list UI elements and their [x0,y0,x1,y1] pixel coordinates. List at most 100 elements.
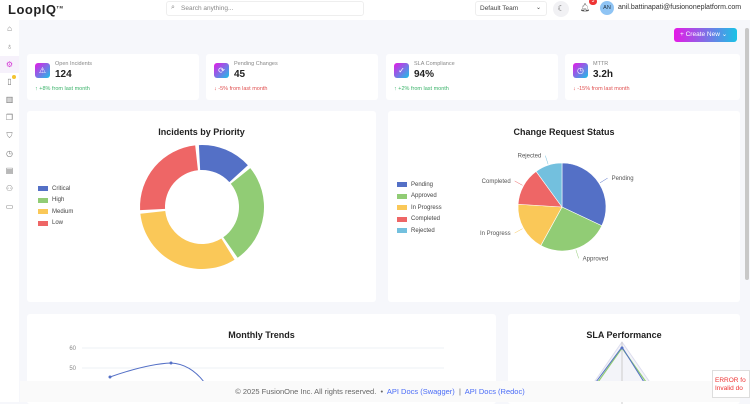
clock-icon[interactable]: ◷ [6,148,13,158]
legend-label: In Progress [411,204,442,211]
legend-item[interactable]: Pending [397,179,442,191]
search-placeholder: Search anything... [181,5,234,12]
home-icon[interactable]: ⌂ [7,24,12,33]
avatar[interactable]: AN [600,1,614,15]
footer: © 2025 FusionOne Inc. All rights reserve… [20,381,740,402]
bell-icon[interactable]: 🔔︎ [580,3,591,12]
kpi-label: Open Incidents [55,61,92,67]
slice-rejected [535,162,563,208]
gear-icon[interactable]: ⚙ [0,55,19,74]
legend-label: Medium [52,208,74,215]
legend-swatch [38,186,48,192]
search-icon: ⌕ [171,4,175,11]
legend-label: Low [52,220,64,227]
pie-chart: Pending Approved In Progress Completed Rejec… [480,154,634,263]
legend-swatch [38,220,48,226]
data-point [620,346,624,350]
slice-low [140,145,198,211]
logo[interactable]: LoopIQTM [8,2,64,17]
kpi-card: ⟳ Pending Changes 45 ↓ -5% from last month [206,54,378,100]
copy-icon[interactable]: ❐ [5,112,14,122]
legend-label: Approved [411,193,437,200]
kpi-value: 94% [414,69,435,80]
legend-label: Rejected [411,227,435,234]
kpi-trend: ↑ +8% from last month [35,86,90,92]
swagger-link[interactable]: API Docs (Swagger) [386,387,455,396]
legend-label: Pending [411,181,434,188]
check-circle-icon: ✓ [394,63,409,78]
chart-title: Monthly Trends [228,330,295,340]
top-bar: LoopIQTM ⌕ Search anything... Default Tea… [0,0,750,20]
slice-label: Pending [612,176,634,182]
warning-icon: ⚠ [35,63,50,78]
shield-icon[interactable]: ⛉ [6,130,13,140]
columns-icon[interactable]: ▥ [5,95,14,105]
error-text: ERROR fo [715,377,746,384]
book-icon[interactable]: ▯ [0,73,19,91]
create-new-button[interactable]: + Create New ⌄ [674,28,737,42]
incidents-by-priority-card: Incidents by Priority Critical High Medium… [27,111,376,302]
report-icon[interactable]: ▤ [5,166,14,176]
copyright: © 2025 FusionOne Inc. All rights reserve… [235,387,377,396]
legend-item[interactable]: High [38,195,73,207]
redoc-link[interactable]: API Docs (Redoc) [464,387,525,396]
legend-swatch [397,193,407,199]
error-text: Invalid do [715,385,743,392]
kpi-card: ◷ MTTR 3.2h ↓ -15% from last month [565,54,740,100]
lightbulb-icon[interactable]: ♁ [6,41,13,51]
dark-mode-toggle[interactable]: ☾ [553,1,569,17]
legend-item[interactable]: Rejected [397,225,442,237]
chevron-down-icon: ⌄ [535,5,541,11]
kpi-value: 45 [234,69,246,80]
legend-item[interactable]: Low [38,218,73,230]
kpi-card: ✓ SLA Compliance 94% ↑ +2% from last month [386,54,558,100]
team-select[interactable]: Default Team ⌄ [475,1,547,16]
legend-swatch [38,209,48,215]
label-line [545,155,549,165]
sidebar: ⌂ ♁ ⚙ ▯ ▥ ❐ ⛉ ◷ ▤ ⚇ ▭ [0,20,19,402]
legend-label: High [52,197,65,204]
legend: Critical High Medium Low [38,183,73,229]
line-chart: 60 50 [69,346,444,387]
legend-item[interactable]: In Progress [397,202,442,214]
user-email[interactable]: anil.battinapati@fusiononeplatform.com [618,4,742,11]
y-tick: 60 [69,346,76,352]
notification-dot [12,75,16,80]
kpi-value: 3.2h [593,69,614,80]
legend: Pending Approved In Progress Completed Rejec… [397,179,442,237]
legend-item[interactable]: Approved [397,191,442,203]
legend-label: Completed [411,216,441,223]
error-toast[interactable]: ERROR fo Invalid do [712,370,750,398]
refresh-icon: ⟳ [214,63,229,78]
scrollbar[interactable] [745,28,749,280]
slice-label: Approved [583,256,609,262]
slice-medium [140,211,235,269]
legend-item[interactable]: Completed [397,214,442,226]
legend-swatch [397,216,407,222]
separator: • [380,387,384,396]
kpi-label: MTTR [593,61,609,67]
label-line [599,177,608,184]
chart-title: SLA Performance [586,330,662,340]
legend-label: Critical [52,185,71,192]
users-icon[interactable]: ⚇ [5,184,14,194]
slice-high [223,168,264,258]
kpi-trend: ↓ -5% from last month [214,86,268,92]
donut-chart [140,145,264,269]
notification-badge: 3 [589,0,597,5]
kpi-card: ⚠ Open Incidents 124 ↑ +8% from last month [27,54,199,100]
legend-swatch [397,182,407,188]
legend-item[interactable]: Critical [38,183,73,195]
label-line [514,228,523,234]
team-label: Default Team [480,5,519,12]
slice-label: Completed [482,179,511,185]
y-tick: 50 [69,366,76,372]
change-request-status-card: Change Request Status Pending Approved In … [388,111,740,302]
data-point [108,375,112,379]
legend-item[interactable]: Medium [38,206,73,218]
legend-swatch [397,205,407,211]
slice-label: In Progress [480,231,511,237]
kpi-trend: ↓ -15% from last month [573,86,630,92]
search-input[interactable]: ⌕ Search anything... [166,1,364,16]
document-icon[interactable]: ▭ [5,201,14,211]
